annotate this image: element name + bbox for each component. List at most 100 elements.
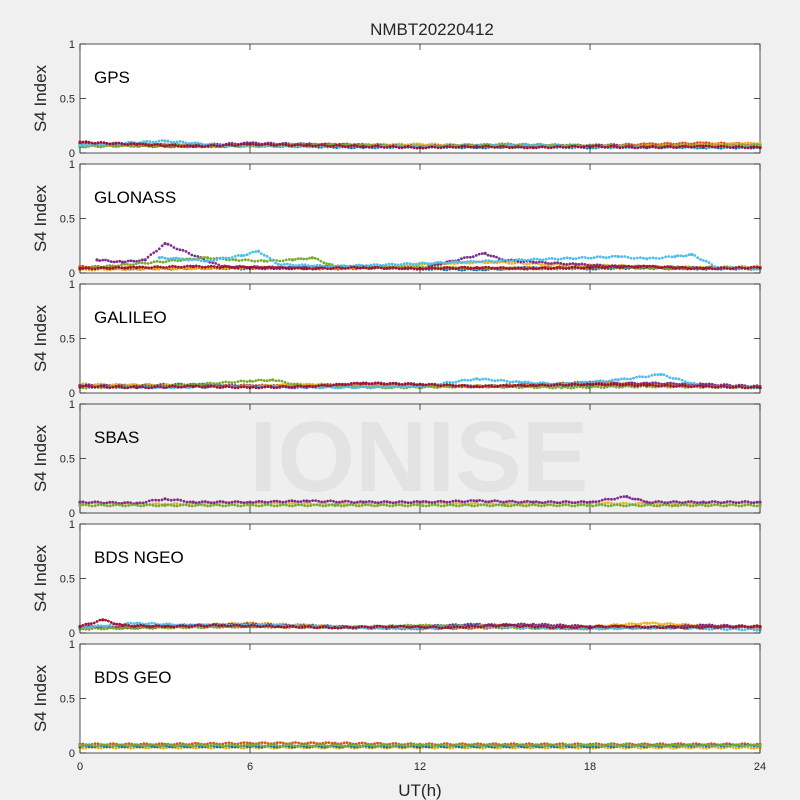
- data-point: [257, 378, 260, 382]
- data-point: [489, 254, 493, 258]
- data-point: [693, 145, 696, 149]
- data-point: [660, 146, 663, 150]
- data-point: [592, 256, 596, 259]
- data-point: [466, 379, 470, 382]
- data-point: [299, 266, 303, 270]
- data-point: [160, 139, 164, 142]
- data-point: [433, 383, 437, 387]
- data-point: [734, 145, 738, 149]
- data-point: [728, 386, 732, 389]
- data-point: [102, 266, 106, 270]
- data-point: [511, 267, 514, 271]
- data-point: [186, 144, 189, 148]
- data-point: [690, 145, 693, 149]
- data-point: [588, 144, 592, 149]
- data-point: [599, 379, 602, 383]
- data-point: [463, 384, 467, 387]
- data-point: [126, 143, 130, 146]
- data-point: [543, 383, 547, 387]
- data-point: [577, 256, 581, 260]
- data-point: [203, 256, 206, 259]
- data-point: [396, 263, 400, 267]
- data-point: [716, 267, 720, 270]
- data-point: [281, 259, 285, 263]
- data-point: [436, 263, 440, 267]
- data-point: [257, 386, 261, 390]
- data-point: [168, 265, 171, 269]
- data-point: [737, 385, 741, 388]
- data-point: [632, 257, 636, 260]
- data-point: [102, 385, 106, 388]
- data-point: [722, 385, 726, 388]
- data-point: [424, 383, 428, 387]
- constellation-label: GALILEO: [94, 308, 167, 327]
- data-point: [361, 144, 365, 149]
- data-point: [260, 266, 264, 270]
- data-point: [466, 266, 470, 270]
- data-point: [271, 378, 275, 382]
- data-point: [221, 265, 225, 269]
- data-point: [123, 262, 126, 266]
- data-point: [469, 266, 473, 270]
- data-point: [326, 384, 329, 388]
- data-point: [613, 254, 617, 258]
- data-point: [159, 385, 162, 389]
- data-point: [678, 266, 681, 270]
- data-point: [529, 146, 532, 149]
- data-point: [582, 383, 586, 387]
- data-point: [620, 255, 623, 258]
- data-point: [626, 255, 630, 259]
- data-point: [701, 384, 705, 389]
- data-point: [531, 383, 535, 387]
- data-point: [743, 146, 747, 150]
- data-point: [206, 265, 210, 268]
- data-point: [184, 141, 188, 145]
- data-point: [493, 267, 496, 270]
- data-point: [139, 268, 143, 271]
- data-point: [606, 266, 610, 269]
- data-point: [350, 146, 353, 150]
- data-point: [236, 143, 240, 147]
- data-point: [409, 262, 412, 266]
- data-point: [338, 144, 341, 147]
- data-point: [333, 386, 337, 390]
- data-point: [81, 143, 85, 147]
- data-point: [704, 141, 708, 145]
- data-point: [285, 262, 289, 266]
- data-point: [451, 266, 455, 270]
- data-point: [409, 145, 413, 149]
- data-point: [565, 263, 569, 266]
- data-point: [183, 265, 186, 269]
- data-point: [200, 145, 204, 149]
- data-point: [752, 265, 756, 269]
- data-point: [576, 145, 580, 149]
- data-point: [648, 256, 652, 260]
- data-point: [165, 266, 168, 269]
- data-point: [160, 244, 164, 248]
- data-point: [397, 146, 401, 150]
- data-point: [731, 385, 735, 389]
- data-point: [474, 254, 478, 257]
- data-point: [661, 256, 664, 260]
- data-point: [719, 384, 723, 388]
- data-point: [526, 258, 530, 262]
- data-point: [278, 385, 282, 389]
- data-point: [262, 253, 266, 257]
- data-point: [296, 257, 300, 261]
- data-point: [142, 140, 146, 144]
- data-point: [278, 259, 282, 263]
- data-point: [680, 378, 684, 382]
- data-point: [624, 145, 628, 149]
- data-point: [388, 386, 391, 389]
- data-point: [90, 141, 94, 145]
- data-point: [490, 379, 494, 382]
- data-point: [460, 261, 463, 265]
- data-point: [347, 382, 350, 386]
- data-point: [487, 144, 490, 148]
- data-point: [644, 375, 648, 379]
- data-point: [230, 381, 234, 385]
- data-point: [684, 266, 687, 269]
- data-point: [353, 381, 356, 385]
- data-point: [359, 145, 362, 149]
